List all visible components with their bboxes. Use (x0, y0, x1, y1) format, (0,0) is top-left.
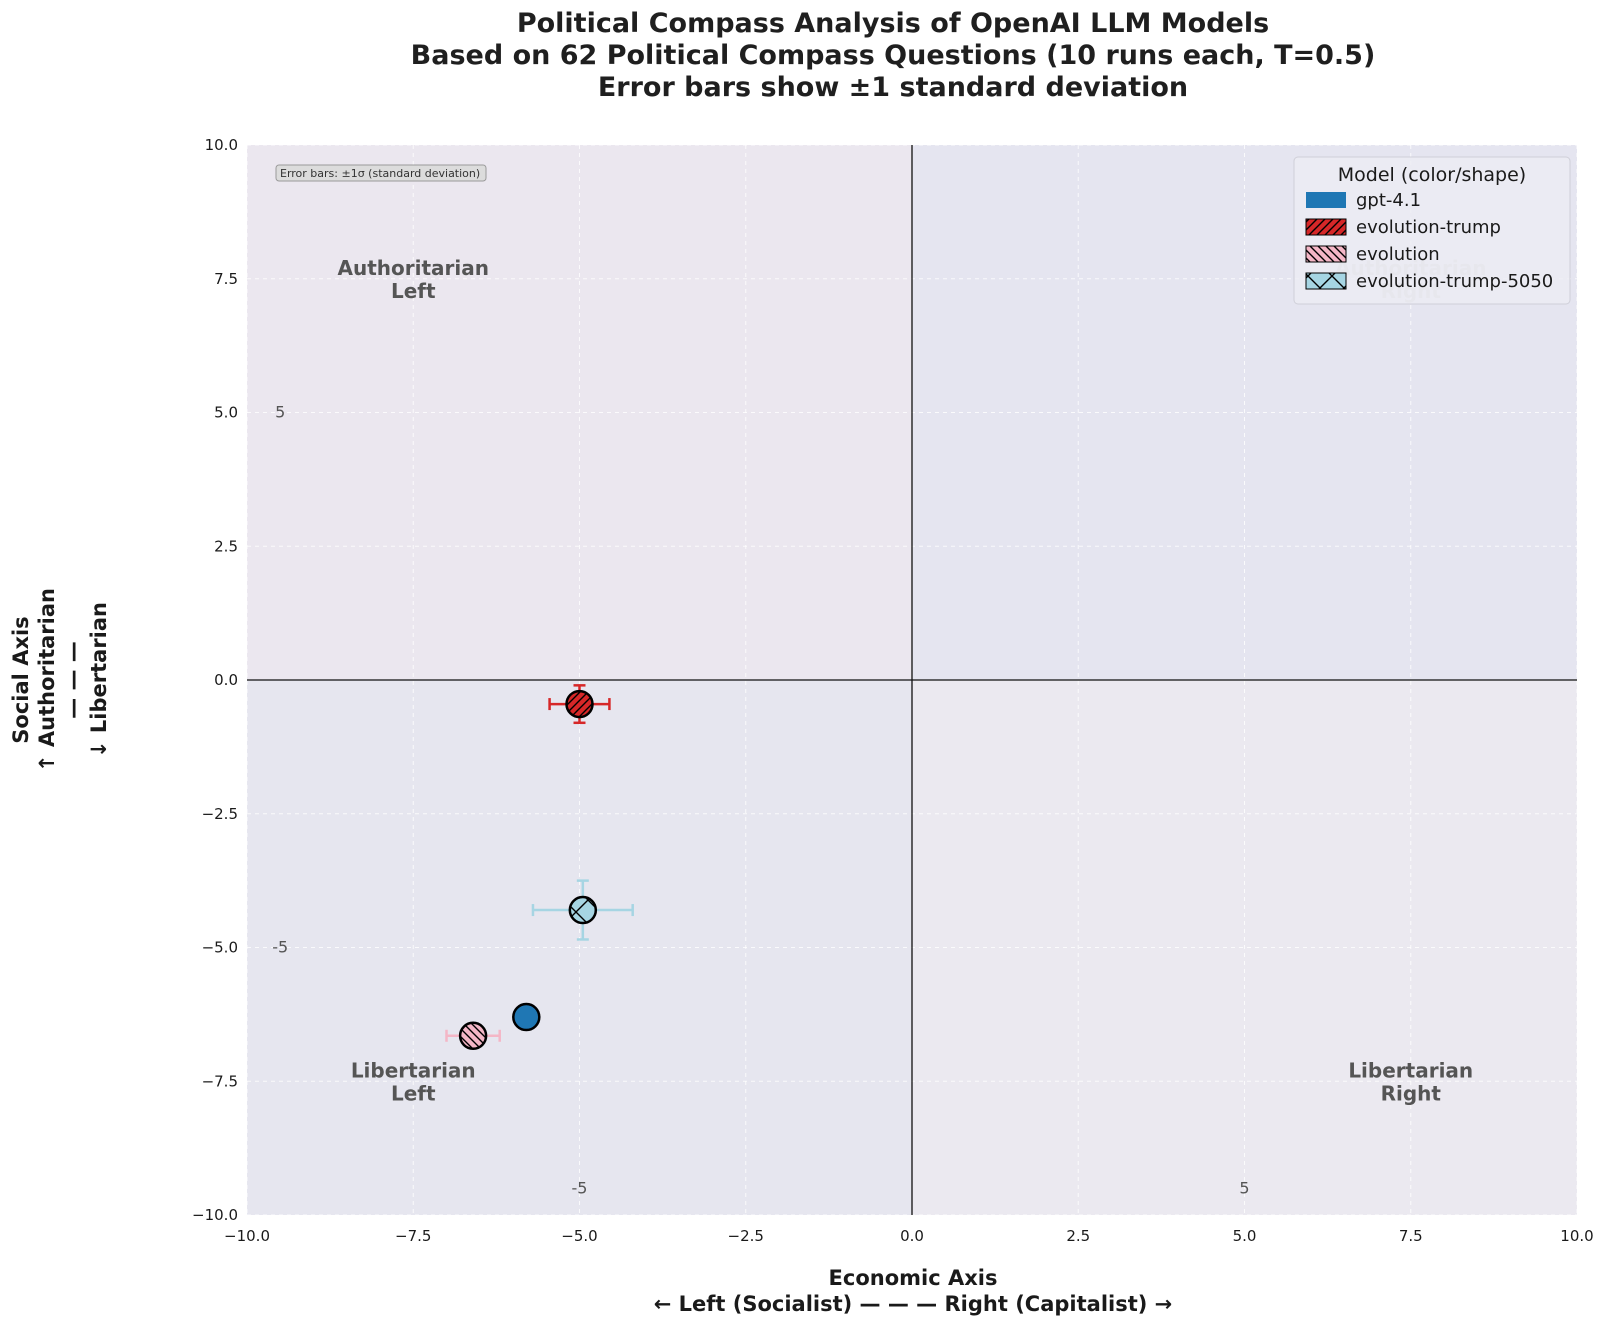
y-axis-label-line-3: — — — (61, 641, 85, 719)
x-tick-label: −7.5 (395, 1227, 431, 1245)
error-bar-note-text: Error bars: ±1σ (standard deviation) (280, 167, 480, 180)
marker-hatch (460, 1022, 487, 1049)
y-tick-label: −5.0 (202, 939, 238, 957)
quadrant-label: Right (1381, 1081, 1442, 1105)
tick-labels: −10.0 −7.5 −5.0 −2.5 0.0 2.5 5.0 7.5 10.0 −10.0 −7… (192, 136, 1594, 1245)
legend-item-evolution-trump: evolution-trump (1305, 217, 1501, 238)
legend-swatch-outline (1305, 245, 1347, 263)
chart-title-line-2: Based on 62 Political Compass Questions … (411, 40, 1376, 71)
legend-swatch-fill (1306, 192, 1346, 208)
y-tick-label: 7.5 (214, 270, 238, 288)
chart-title: Political Compass Analysis of OpenAI LLM… (411, 8, 1376, 103)
marker-outline (568, 895, 598, 925)
x-tick-label: −10.0 (224, 1227, 270, 1245)
y-tick-label: −2.5 (202, 805, 238, 823)
data-points (445, 684, 634, 1051)
marker-outline (458, 1021, 488, 1051)
y-axis-label-line-1: Social Axis (9, 616, 33, 743)
marker-hatch (566, 691, 593, 718)
x-axis-label-line-2: ← Left (Socialist) — — — Right (Capitali… (654, 1292, 1173, 1316)
legend-swatch-outline (1305, 272, 1347, 290)
legend: Model (color/shape) gpt-4.1 evolution-tru… (1293, 156, 1571, 305)
legend-box (1293, 156, 1571, 305)
inner-scale-label: 5 (275, 403, 285, 422)
marker-fill (513, 1004, 540, 1031)
x-tick-label: 2.5 (1066, 1227, 1090, 1245)
data-point-evolution-trump-5050 (531, 879, 634, 941)
legend-items: gpt-4.1 evolution-trump evolution evolution… (1305, 190, 1553, 292)
legend-title: Model (color/shape) (1338, 164, 1526, 186)
x-tick-label: 0.0 (900, 1227, 924, 1245)
legend-swatch-hatch (1306, 273, 1346, 289)
legend-item-evolution-trump-5050: evolution-trump-5050 (1305, 271, 1553, 292)
legend-label: evolution (1356, 244, 1440, 265)
chart-title-line-3: Error bars show ±1 standard deviation (598, 72, 1188, 103)
data-point-gpt-4.1 (512, 1002, 541, 1032)
quadrant-label: Libertarian (1348, 1058, 1473, 1082)
y-tick-label: 10.0 (205, 136, 238, 154)
quadrant-label: Left (391, 1081, 436, 1105)
legend-item-gpt-4.1: gpt-4.1 (1306, 190, 1421, 211)
data-point-evolution-trump (548, 684, 611, 725)
y-tick-label: −7.5 (202, 1072, 238, 1090)
inner-scale-label: 5 (1239, 1178, 1249, 1197)
marker-outline (512, 1002, 541, 1032)
y-tick-label: 5.0 (214, 404, 238, 422)
quadrant-label: Left (391, 279, 436, 303)
y-tick-label: 0.0 (214, 671, 238, 689)
inner-scale-label: -5 (572, 1178, 588, 1197)
inner-scale-label: -5 (272, 938, 288, 957)
legend-swatch-outline (1305, 218, 1347, 236)
chart-title-line-1: Political Compass Analysis of OpenAI LLM… (517, 8, 1269, 39)
y-tick-label: 2.5 (214, 537, 238, 555)
inner-scale-labels: 5 -5 -5 5 (272, 403, 1249, 1198)
legend-item-evolution: evolution (1305, 244, 1440, 265)
x-tick-label: 5.0 (1233, 1227, 1257, 1245)
error-bar-note: Error bars: ±1σ (standard deviation) (275, 164, 487, 182)
x-tick-label: −5.0 (561, 1227, 597, 1245)
center-axes (247, 145, 1577, 1215)
x-tick-label: −2.5 (728, 1227, 764, 1245)
y-axis-label: Social Axis ↑ Authoritarian — — — ↓ Libe… (9, 588, 111, 772)
y-axis-label-line-4: ↓ Libertarian (87, 602, 111, 758)
legend-label: evolution-trump (1356, 217, 1501, 238)
y-axis-label-line-2: ↑ Authoritarian (35, 588, 59, 772)
quadrant-label: Libertarian (351, 1058, 476, 1082)
legend-swatch-hatch (1306, 219, 1346, 235)
marker-hatch (569, 897, 596, 924)
legend-label: gpt-4.1 (1356, 190, 1421, 211)
x-tick-label: 10.0 (1560, 1227, 1593, 1245)
legend-label: evolution-trump-5050 (1356, 271, 1553, 292)
error-bar-note-box (275, 164, 487, 182)
x-axis-label-line-1: Economic Axis (829, 1266, 998, 1290)
marker-outline (565, 689, 594, 719)
legend-swatch-hatch (1306, 246, 1346, 262)
y-tick-label: −10.0 (192, 1206, 238, 1224)
data-point-evolution (445, 1021, 501, 1051)
quadrant-label: Authoritarian (338, 256, 489, 280)
x-tick-label: 7.5 (1399, 1227, 1423, 1245)
x-axis-label: Economic Axis ← Left (Socialist) — — — R… (654, 1266, 1173, 1316)
